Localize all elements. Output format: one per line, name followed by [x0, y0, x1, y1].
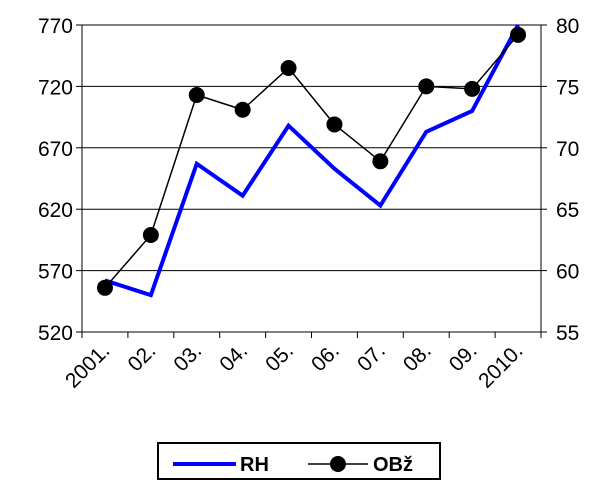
legend: RH OBž: [157, 442, 441, 480]
axes: [81, 25, 542, 332]
series-line-ob-: [104, 34, 519, 289]
x-tick-label: 2010.: [474, 339, 527, 392]
left-axis-ticks: 770 720 670 620 570 520: [38, 15, 82, 345]
legend-marker-obz: [330, 456, 346, 472]
right-tick-label: 65: [556, 199, 579, 222]
x-axis-ticks: 2001. 02. 03. 04. 05. 06. 07. 08. 09.2010.: [61, 332, 542, 393]
x-tick-label: 2001.: [61, 339, 114, 392]
left-tick-label: 570: [38, 261, 73, 284]
x-tick-label: 02.: [123, 339, 160, 376]
data-point-ob-: [188, 86, 205, 103]
series-layer: [96, 24, 527, 298]
data-point-ob-: [326, 116, 343, 133]
data-point-ob-: [234, 101, 251, 118]
data-point-ob-: [372, 153, 389, 170]
left-tick-label: 620: [38, 199, 73, 222]
right-tick-label: 80: [556, 15, 579, 38]
data-point-ob-: [510, 26, 527, 43]
series-line-rh: [104, 24, 520, 298]
data-point-ob-: [142, 226, 159, 243]
right-tick-label: 70: [556, 138, 579, 161]
x-tick-label: 07.: [353, 339, 390, 376]
left-tick-label: 770: [38, 15, 73, 38]
left-tick-label: 720: [38, 76, 73, 99]
data-point-ob-: [464, 80, 481, 97]
right-axis-ticks: 80 75 70 65 60 55: [541, 15, 579, 345]
x-tick-label: 04.: [215, 339, 252, 376]
right-tick-label: 60: [556, 261, 579, 284]
x-tick-label: 08.: [399, 339, 436, 376]
data-point-ob-: [96, 279, 113, 296]
left-tick-label: 670: [38, 138, 73, 161]
right-tick-label: 75: [556, 76, 579, 99]
x-tick-label: 03.: [169, 339, 206, 376]
legend-label-obz: OBž: [373, 454, 413, 476]
x-tick-label: 06.: [307, 339, 344, 376]
gridlines: [82, 24, 541, 333]
data-point-ob-: [280, 59, 297, 76]
left-tick-label: 520: [38, 322, 73, 345]
x-tick-label: 05.: [261, 339, 298, 376]
data-point-ob-: [418, 78, 435, 95]
x-tick-label: 09.: [445, 339, 482, 376]
legend-box: [157, 442, 441, 480]
right-tick-label: 55: [556, 322, 579, 345]
legend-label-rh: RH: [240, 454, 269, 476]
